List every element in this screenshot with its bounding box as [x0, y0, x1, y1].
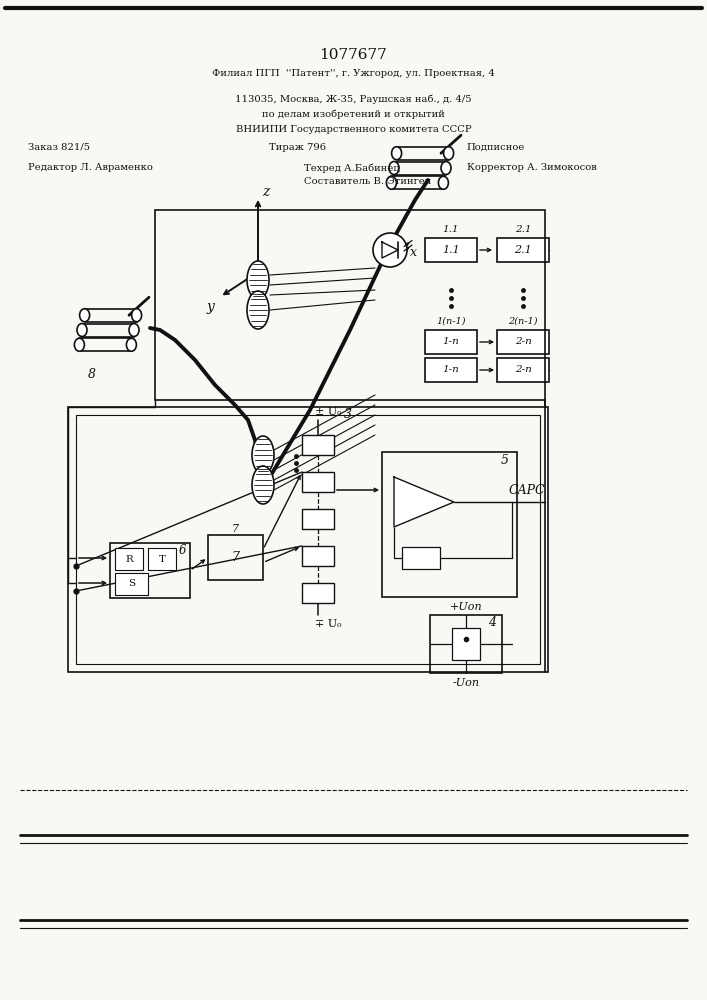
Ellipse shape [127, 338, 136, 351]
Text: 4: 4 [488, 616, 496, 630]
Text: ВНИИПИ Государственного комитета СССР: ВНИИПИ Государственного комитета СССР [235, 124, 472, 133]
Text: -Uоп: -Uоп [452, 678, 479, 688]
Text: x: x [409, 245, 416, 258]
Text: 1.1: 1.1 [443, 225, 460, 233]
Bar [115, 573, 148, 595]
Text: ∓ U₀: ∓ U₀ [315, 619, 341, 629]
Bar [497, 238, 549, 262]
Text: 1-n: 1-n [443, 338, 460, 347]
Circle shape [373, 233, 407, 267]
Text: Корректор А. Зимокосов: Корректор А. Зимокосов [467, 163, 597, 172]
Bar [302, 472, 334, 492]
Text: z: z [262, 185, 269, 199]
Bar [425, 330, 477, 354]
Ellipse shape [252, 466, 274, 504]
Bar [302, 509, 334, 529]
Bar [382, 452, 517, 597]
Bar [110, 543, 190, 598]
Text: 6: 6 [178, 544, 186, 558]
Ellipse shape [438, 176, 448, 189]
Text: 2-n: 2-n [515, 365, 532, 374]
Bar [76, 415, 540, 664]
Bar [430, 615, 502, 673]
Text: ± U₀: ± U₀ [315, 407, 341, 417]
Text: 113035, Москва, Ж-35, Раушская наб., д. 4/5: 113035, Москва, Ж-35, Раушская наб., д. … [235, 94, 472, 104]
Bar [497, 358, 549, 382]
Text: CAPC: CAPC [509, 484, 545, 496]
Bar [68, 407, 548, 672]
Bar [115, 548, 143, 570]
Bar [402, 547, 440, 569]
Text: Подписное: Подписное [467, 142, 525, 151]
Bar [155, 210, 545, 400]
Bar [425, 358, 477, 382]
Bar [208, 535, 263, 580]
Ellipse shape [247, 261, 269, 299]
Text: 2.1: 2.1 [515, 225, 531, 233]
Bar [425, 238, 477, 262]
Ellipse shape [443, 147, 454, 160]
Ellipse shape [387, 176, 397, 189]
Ellipse shape [247, 291, 269, 329]
Ellipse shape [441, 161, 451, 174]
Ellipse shape [252, 436, 274, 474]
Ellipse shape [129, 324, 139, 336]
Text: 2.1: 2.1 [514, 245, 532, 255]
Text: +Uоп: +Uоп [450, 602, 482, 612]
Text: Тираж 796: Тираж 796 [269, 142, 326, 151]
Text: 1-n: 1-n [443, 365, 460, 374]
Ellipse shape [74, 338, 84, 351]
Bar [452, 628, 480, 660]
Text: 1077677: 1077677 [319, 48, 387, 62]
Ellipse shape [132, 309, 141, 322]
Bar [302, 546, 334, 566]
Text: Составитель В. Этинген: Составитель В. Этинген [304, 178, 431, 186]
Text: 2-n: 2-n [515, 338, 532, 347]
Text: 2(n-1): 2(n-1) [508, 316, 538, 326]
Text: по делам изобретений и открытий: по делам изобретений и открытий [262, 109, 445, 119]
Bar [302, 435, 334, 455]
Bar [497, 330, 549, 354]
Text: Филиал ПГП  ''Патент'', г. Ужгород, ул. Проектная, 4: Филиал ПГП ''Патент'', г. Ужгород, ул. П… [212, 70, 495, 79]
Text: 7: 7 [232, 524, 239, 534]
Ellipse shape [77, 324, 87, 336]
Text: 5: 5 [501, 454, 509, 466]
Bar [148, 548, 176, 570]
Text: 8: 8 [88, 368, 96, 381]
Text: Редактор Л. Авраменко: Редактор Л. Авраменко [28, 163, 153, 172]
Text: y: y [206, 300, 214, 314]
Text: S: S [128, 580, 135, 588]
Bar [302, 583, 334, 603]
Text: 1.1: 1.1 [442, 245, 460, 255]
Text: 7: 7 [231, 551, 240, 564]
Text: Техред А.Бабинец: Техред А.Бабинец [304, 163, 399, 173]
Text: Заказ 821/5: Заказ 821/5 [28, 142, 90, 151]
Text: T: T [158, 554, 165, 564]
Text: 3: 3 [344, 408, 352, 422]
Text: R: R [125, 554, 133, 564]
Ellipse shape [80, 309, 90, 322]
Ellipse shape [392, 147, 402, 160]
Ellipse shape [389, 161, 399, 174]
Text: 1(n-1): 1(n-1) [436, 316, 466, 326]
Polygon shape [394, 477, 454, 527]
